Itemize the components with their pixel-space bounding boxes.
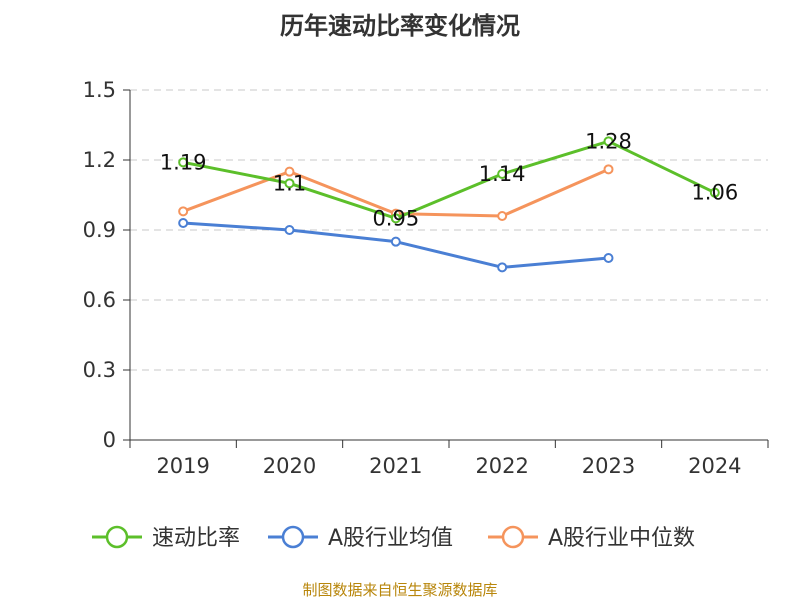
x-tick-label: 2023	[582, 454, 635, 478]
data-label: 1.28	[585, 129, 632, 153]
x-tick-label: 2024	[688, 454, 741, 478]
series-point	[284, 225, 295, 235]
y-tick-label: 0.3	[83, 358, 116, 382]
legend-item[interactable]: A股行业均值	[268, 525, 453, 551]
series-point	[178, 218, 189, 228]
x-tick-label: 2020	[263, 454, 316, 478]
legend-marker	[501, 525, 525, 549]
y-tick-label: 0.6	[83, 288, 116, 312]
series-point	[497, 169, 508, 179]
y-tick-label: 1.5	[83, 78, 116, 102]
legend-label: A股行业中位数	[548, 526, 695, 551]
legend-marker	[281, 525, 305, 549]
data-label: 1.06	[691, 181, 738, 205]
legend-item[interactable]: A股行业中位数	[488, 525, 695, 551]
x-tick-label: 2021	[369, 454, 422, 478]
x-axis-ticks: 2019 2020 2021 2022 2023 2024	[129, 440, 769, 478]
y-tick-label: 0	[103, 428, 116, 452]
series-point	[178, 157, 189, 168]
legend-item[interactable]: 速动比率	[92, 525, 240, 551]
source-note: 制图数据来自恒生聚源数据库	[302, 581, 497, 599]
y-axis-ticks: 0 0.3 0.6 0.9 1.2 1.5	[83, 78, 130, 452]
series-line-0	[182, 139, 716, 220]
data-label: 1.14	[479, 162, 526, 186]
series-point	[284, 166, 295, 177]
series-point	[603, 164, 614, 175]
x-tick-label: 2022	[475, 454, 528, 478]
y-tick-label: 0.9	[83, 218, 116, 242]
series-point	[284, 178, 295, 189]
data-label: 1.19	[160, 150, 207, 174]
series-point	[178, 206, 189, 217]
x-tick-label: 2019	[156, 454, 209, 478]
y-tick-label: 1.2	[83, 148, 116, 172]
chart-title: 历年速动比率变化情况	[280, 12, 520, 40]
data-label: 1.1	[273, 171, 306, 195]
series-point	[497, 262, 508, 273]
axes	[129, 90, 768, 441]
legend: 速动比率 A股行业均值 A股行业中位数	[92, 525, 695, 551]
series-point	[390, 213, 401, 224]
grid-lines	[130, 89, 768, 371]
legend-label: A股行业均值	[328, 526, 453, 551]
series-point	[709, 187, 720, 198]
series-point	[497, 211, 508, 221]
series-point	[390, 236, 401, 247]
series-point	[603, 253, 614, 263]
data-labels: 1.19 1.1 0.95 1.14 1.28 1.06	[160, 129, 738, 230]
series-layer	[178, 136, 720, 273]
data-label: 0.95	[372, 206, 419, 230]
series-point	[603, 136, 614, 147]
legend-label: 速动比率	[152, 526, 240, 551]
legend-marker	[105, 525, 129, 549]
